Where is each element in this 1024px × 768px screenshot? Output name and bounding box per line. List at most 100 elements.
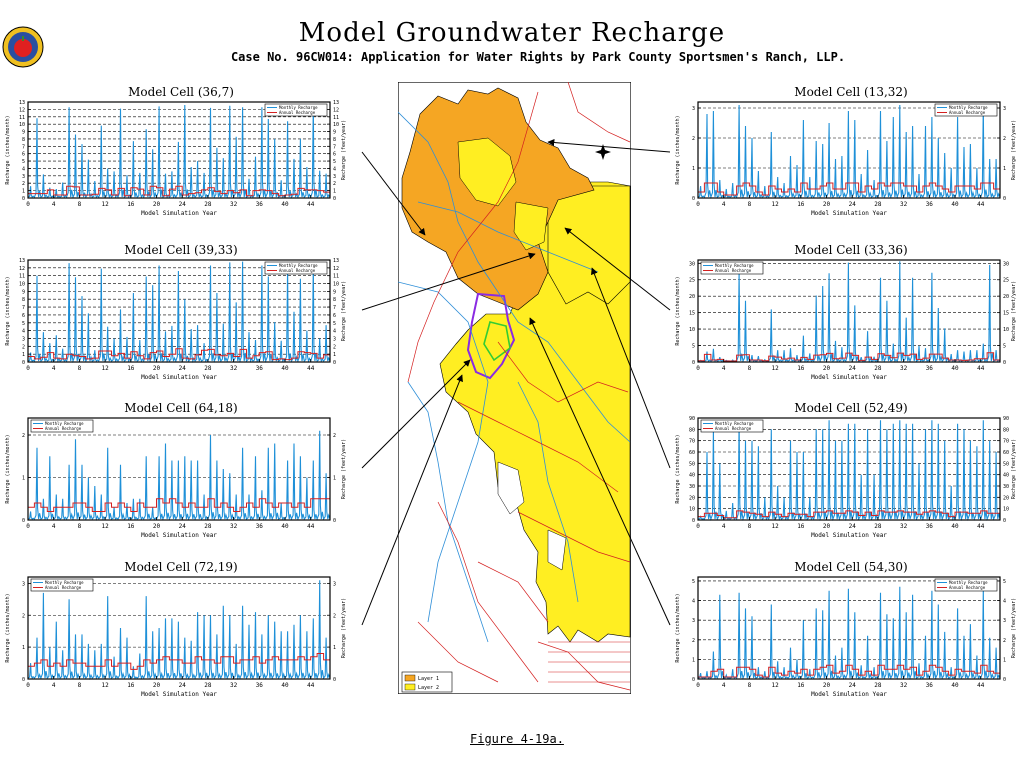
y-right-tick-label: 30 bbox=[1003, 484, 1009, 490]
y-right-tick-label: 25 bbox=[1003, 278, 1009, 284]
layer2-island bbox=[457, 137, 517, 207]
chart-title-cell-72-19: Model Cell (72,19) bbox=[124, 560, 238, 574]
x-tick-label: 28 bbox=[874, 201, 882, 208]
y-tick-label: 2 bbox=[22, 433, 25, 439]
y-right-tick-label: 6 bbox=[333, 313, 336, 319]
x-tick-label: 36 bbox=[256, 365, 264, 372]
y-axis-label-right: Recharge (feet/year) bbox=[341, 439, 347, 499]
x-tick-label: 36 bbox=[256, 523, 264, 530]
y-tick-label: 3 bbox=[692, 106, 695, 112]
chart-legend bbox=[700, 261, 764, 275]
y-right-tick-label: 15 bbox=[1003, 311, 1009, 317]
y-right-tick-label: 80 bbox=[1003, 427, 1009, 433]
x-tick-label: 36 bbox=[256, 682, 264, 689]
series-monthly-recharge bbox=[27, 261, 331, 364]
x-tick-label: 40 bbox=[281, 523, 289, 530]
y-tick-label: 6 bbox=[22, 152, 25, 158]
layer2-region-east bbox=[547, 185, 631, 305]
y-axis-label: Recharge (inches/month) bbox=[675, 434, 681, 503]
x-tick-label: 44 bbox=[977, 523, 985, 530]
chart-legend bbox=[934, 103, 998, 117]
y-tick-label: 1 bbox=[22, 645, 25, 651]
chart-legend bbox=[264, 103, 328, 117]
y-right-tick-label: 11 bbox=[333, 274, 339, 280]
y-tick-label: 10 bbox=[689, 327, 695, 333]
x-axis-label: Model Simulation Year bbox=[141, 374, 217, 381]
y-right-tick-label: 50 bbox=[1003, 461, 1009, 467]
y-right-tick-label: 2 bbox=[333, 433, 336, 439]
chart-legend bbox=[30, 419, 94, 433]
chart-title-cell-64-18: Model Cell (64,18) bbox=[124, 401, 238, 415]
plot-frame bbox=[27, 576, 331, 680]
x-tick-label: 28 bbox=[874, 523, 882, 530]
x-tick-label: 8 bbox=[78, 523, 82, 530]
y-axis-label: Recharge (inches/month) bbox=[675, 115, 681, 184]
x-tick-label: 28 bbox=[874, 365, 882, 372]
y-right-tick-label: 0 bbox=[1003, 677, 1006, 683]
y-right-tick-label: 0 bbox=[333, 360, 336, 366]
y-tick-label: 10 bbox=[689, 507, 695, 513]
x-tick-label: 36 bbox=[926, 682, 934, 689]
plot-frame bbox=[697, 417, 1001, 521]
x-tick-label: 20 bbox=[823, 201, 831, 208]
x-tick-label: 16 bbox=[797, 523, 805, 530]
x-tick-label: 8 bbox=[748, 365, 752, 372]
x-tick-label: 8 bbox=[748, 682, 752, 689]
y-tick-label: 10 bbox=[19, 122, 25, 128]
x-tick-label: 32 bbox=[230, 682, 238, 689]
x-tick-label: 28 bbox=[204, 365, 212, 372]
x-tick-label: 4 bbox=[722, 365, 726, 372]
x-tick-label: 24 bbox=[179, 365, 187, 372]
y-axis-label: Recharge (inches/month) bbox=[675, 593, 681, 662]
y-tick-label: 25 bbox=[689, 278, 695, 284]
legend-label-monthly: Monthly Recharge bbox=[45, 580, 84, 585]
x-axis-label: Model Simulation Year bbox=[141, 210, 217, 217]
plot-frame bbox=[27, 417, 331, 521]
x-tick-label: 4 bbox=[722, 201, 726, 208]
y-tick-label: 1 bbox=[692, 166, 695, 172]
x-tick-label: 24 bbox=[849, 365, 857, 372]
legend-layer-1: Layer 1 bbox=[418, 676, 439, 682]
y-tick-label: 2 bbox=[22, 613, 25, 619]
y-right-tick-label: 90 bbox=[1003, 416, 1009, 422]
y-right-tick-label: 3 bbox=[333, 581, 336, 587]
x-tick-label: 4 bbox=[722, 682, 726, 689]
y-right-tick-label: 4 bbox=[333, 166, 336, 172]
y-right-tick-label: 9 bbox=[333, 289, 336, 295]
chart-title-cell-52-49: Model Cell (52,49) bbox=[794, 401, 908, 415]
series-annual-recharge bbox=[28, 653, 330, 670]
x-tick-label: 0 bbox=[26, 682, 30, 689]
legend-label-annual: Annual Recharge bbox=[949, 585, 986, 590]
x-tick-label: 24 bbox=[179, 682, 187, 689]
x-tick-label: 28 bbox=[204, 523, 212, 530]
y-tick-label: 0 bbox=[692, 677, 695, 683]
x-tick-label: 0 bbox=[696, 523, 700, 530]
chart-title-cell-33-36: Model Cell (33,36) bbox=[794, 243, 908, 257]
x-tick-label: 12 bbox=[771, 365, 779, 372]
x-tick-label: 0 bbox=[26, 201, 30, 208]
y-axis-label: Recharge (inches/month) bbox=[5, 593, 11, 662]
y-tick-label: 0 bbox=[22, 518, 25, 524]
chart-title-cell-13-32: Model Cell (13,32) bbox=[794, 85, 908, 99]
agency-logo-icon bbox=[2, 26, 44, 68]
y-tick-label: 11 bbox=[19, 274, 25, 280]
x-tick-label: 12 bbox=[101, 523, 109, 530]
y-tick-label: 60 bbox=[689, 450, 695, 456]
legend-label-monthly: Monthly Recharge bbox=[279, 263, 318, 268]
plot-frame bbox=[27, 259, 331, 363]
series-annual-recharge bbox=[28, 498, 330, 512]
y-tick-label: 1 bbox=[22, 476, 25, 482]
y-tick-label: 20 bbox=[689, 495, 695, 501]
y-tick-label: 40 bbox=[689, 473, 695, 479]
legend-label-monthly: Monthly Recharge bbox=[715, 263, 754, 268]
y-tick-label: 4 bbox=[22, 166, 25, 172]
x-tick-label: 12 bbox=[771, 523, 779, 530]
y-axis-label-right: Recharge (feet/year) bbox=[1011, 281, 1017, 341]
y-tick-label: 12 bbox=[19, 266, 25, 272]
y-tick-label: 2 bbox=[22, 181, 25, 187]
map-gap bbox=[497, 461, 525, 515]
x-tick-label: 44 bbox=[307, 682, 315, 689]
x-tick-label: 0 bbox=[696, 201, 700, 208]
x-tick-label: 40 bbox=[951, 201, 959, 208]
legend-label-monthly: Monthly Recharge bbox=[949, 580, 988, 585]
